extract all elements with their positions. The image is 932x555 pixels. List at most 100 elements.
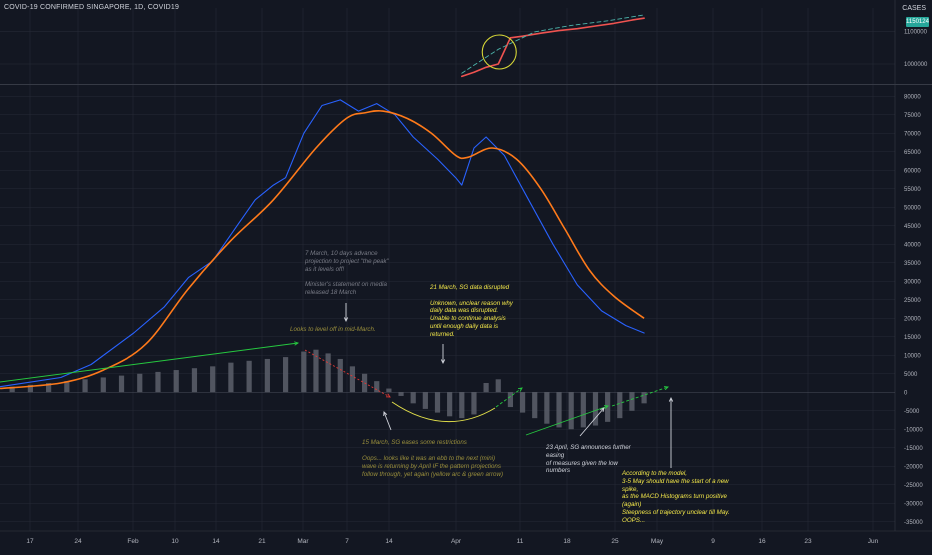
indicator-axis-tick-label: 75000 xyxy=(904,113,921,119)
pointer-arrow-21-march-head xyxy=(440,359,446,365)
pointer-arrow-15-march xyxy=(383,411,392,431)
indicator-axis-tick-label: 70000 xyxy=(904,131,921,137)
indicator-axis-tick-label: 30000 xyxy=(904,279,921,285)
histogram-bar xyxy=(580,392,586,428)
annotation-may-model[interactable]: According to the model, 3-5 May should h… xyxy=(622,470,730,524)
histogram-bar xyxy=(459,392,465,419)
indicator-axis-tick-label: -35000 xyxy=(904,520,923,526)
histogram-bar xyxy=(9,386,15,393)
indicator-axis-tick-label: 5000 xyxy=(904,372,918,378)
indicator-axis-tick-label: -10000 xyxy=(904,427,923,433)
histogram-bar xyxy=(410,392,416,404)
histogram-bar xyxy=(264,358,270,393)
histogram-bar xyxy=(137,373,143,393)
histogram-bar xyxy=(422,392,428,409)
histogram-bar xyxy=(641,392,647,404)
histogram-bar xyxy=(386,388,392,393)
annotation-15-march[interactable]: 15 March, SG eases some restrictions xyxy=(362,439,467,446)
histogram-bar xyxy=(447,392,453,417)
green-dashed-arrow-1-head xyxy=(517,387,523,392)
indicator-axis-tick-label: -30000 xyxy=(904,501,923,507)
histogram-bar xyxy=(64,381,70,393)
histogram-bar xyxy=(592,392,599,426)
histogram-bar xyxy=(495,379,501,393)
histogram-bar xyxy=(519,392,526,413)
time-axis-tick-label: Feb xyxy=(127,538,139,545)
indicator-axis-tick-label: 15000 xyxy=(904,335,921,341)
chart-title: COVID-19 CONFIRMED SINGAPORE, 1D, COVID1… xyxy=(4,4,180,11)
time-axis-tick-label: Mar xyxy=(297,538,309,545)
time-axis-tick-label: 14 xyxy=(385,538,393,545)
histogram-bar xyxy=(349,366,356,393)
time-axis-tick-label: 23 xyxy=(804,538,812,545)
pointer-arrow-15-march-head xyxy=(383,411,388,417)
green-dashed-arrow-1 xyxy=(495,387,523,408)
histogram-bar xyxy=(173,370,179,393)
trend-arrow-green-head xyxy=(294,341,300,346)
price-axis-tick-label: 1000000 xyxy=(904,62,928,68)
histogram-bar xyxy=(556,392,562,428)
indicator-axis-tick-label: 20000 xyxy=(904,316,921,322)
histogram-bar xyxy=(191,368,198,393)
current-value-badge: 1150124 xyxy=(906,17,929,27)
histogram-bar xyxy=(155,371,161,393)
time-axis-tick-label: 21 xyxy=(258,538,266,545)
indicator-axis-tick-label: 0 xyxy=(904,390,908,396)
time-axis-tick-label: Apr xyxy=(451,538,462,545)
time-axis-tick-label: 16 xyxy=(758,538,766,545)
indicator-axis-tick-label: 35000 xyxy=(904,261,921,267)
histogram-bar xyxy=(82,379,88,393)
time-axis-tick-label: 10 xyxy=(171,538,179,545)
indicator-axis-tick-label: 60000 xyxy=(904,168,921,174)
annotation-7-march[interactable]: 7 March, 10 days advance projection to p… xyxy=(305,250,389,296)
pointer-arrow-23-april-head xyxy=(600,407,605,412)
indicator-axis-tick-label: -20000 xyxy=(904,464,923,470)
decline-arrow-red xyxy=(304,349,391,398)
indicator-axis-tick-label: 80000 xyxy=(904,94,921,100)
trend-arrow-green-april-head xyxy=(603,405,609,410)
histogram-bar xyxy=(313,349,319,393)
signal-line xyxy=(0,109,645,390)
histogram-bar xyxy=(617,392,623,419)
annotation-level-off[interactable]: Looks to level off in mid-March. xyxy=(290,326,376,333)
annotation-21-march[interactable]: 21 March, SG data disrupted Unknown, unc… xyxy=(430,284,513,338)
price-axis-tick-label: 1100000 xyxy=(904,29,928,35)
histogram-bar xyxy=(398,392,404,396)
histogram-bar xyxy=(568,392,574,430)
histogram-bar xyxy=(301,351,307,393)
grid-lines xyxy=(0,8,895,531)
histogram-bar xyxy=(507,392,514,408)
trend-arrow-green xyxy=(0,342,299,383)
histogram-bar xyxy=(282,357,289,393)
histogram-bar xyxy=(27,384,33,393)
pointer-arrow-7-march-head xyxy=(343,317,349,323)
time-axis-tick-label: 17 xyxy=(26,538,34,545)
histogram-bar xyxy=(46,383,52,393)
pane-scale-label: CASES xyxy=(902,5,926,12)
histogram-bar xyxy=(434,392,441,413)
green-dashed-arrow-2-head xyxy=(663,386,669,391)
pointer-arrow-23-april xyxy=(579,407,605,437)
histogram-bar xyxy=(325,353,331,393)
histogram-bar xyxy=(246,360,252,393)
decline-arrow-red-head xyxy=(385,393,391,398)
macd-line xyxy=(0,99,645,388)
indicator-axis-tick-label: -5000 xyxy=(904,409,920,415)
indicator-axis-tick-label: 50000 xyxy=(904,205,921,211)
indicator-axis-tick-label: 25000 xyxy=(904,298,921,304)
histogram-bar xyxy=(337,358,343,393)
indicator-axis-tick-label: 65000 xyxy=(904,150,921,156)
pointer-arrow-may-head xyxy=(668,396,674,402)
annotation-23-april[interactable]: 23 April, SG announces further easing of… xyxy=(546,444,631,475)
macd-histogram xyxy=(9,349,647,430)
annotation-oops-wave[interactable]: Oops... looks like it was an ebb to the … xyxy=(362,455,504,478)
histogram-bar xyxy=(605,392,611,422)
yellow-arc xyxy=(391,401,496,423)
time-axis-tick-label: 25 xyxy=(611,538,619,545)
time-axis-tick-label: 11 xyxy=(517,538,524,545)
trend-arrow-green-april xyxy=(525,405,609,436)
time-axis-tick-label: May xyxy=(651,538,664,545)
projection-line xyxy=(461,14,645,74)
